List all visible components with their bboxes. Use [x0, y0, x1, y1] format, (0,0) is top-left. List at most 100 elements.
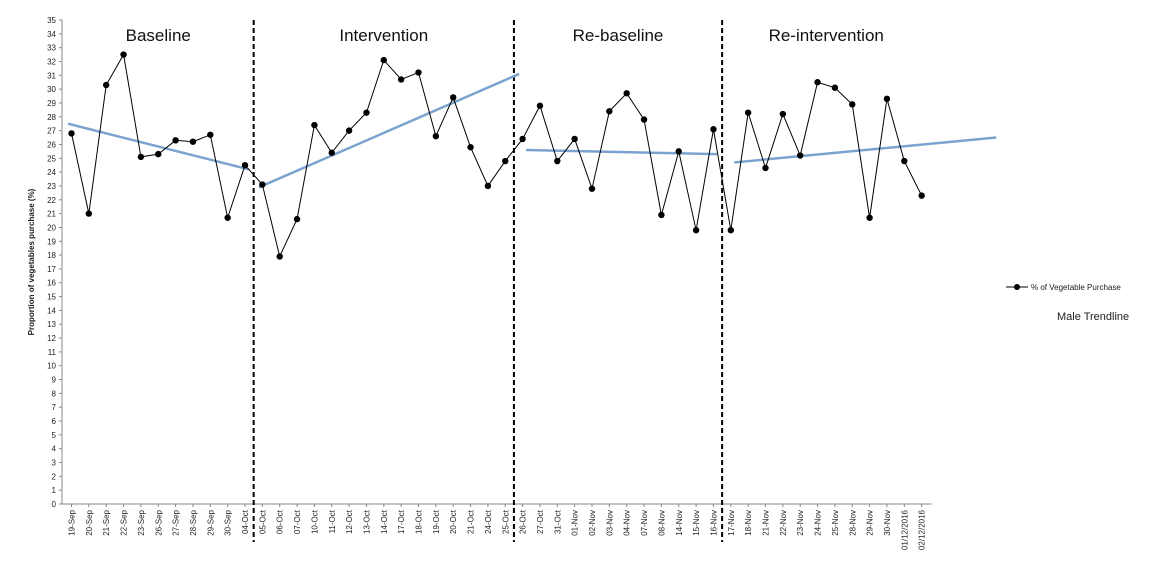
- y-tick-label: 34: [47, 30, 56, 39]
- data-point: [328, 149, 335, 156]
- data-point: [588, 185, 596, 192]
- data-point: [224, 214, 231, 221]
- x-tick-label: 20-Oct: [449, 509, 458, 534]
- data-point: [345, 127, 353, 134]
- data-point: [779, 110, 787, 118]
- y-tick-label: 22: [47, 196, 56, 205]
- data-point: [432, 132, 440, 140]
- data-point: [311, 121, 318, 129]
- y-tick-label: 18: [47, 251, 56, 260]
- data-point: [172, 137, 179, 144]
- data-point: [68, 130, 75, 137]
- x-tick-label: 14-Nov: [675, 510, 684, 536]
- y-tick-label: 35: [47, 16, 56, 25]
- x-tick-label: 21-Oct: [467, 509, 476, 534]
- y-tick-label: 10: [47, 362, 56, 371]
- x-tick-label: 14-Oct: [380, 509, 389, 534]
- data-point: [380, 56, 387, 64]
- data-point: [831, 84, 839, 91]
- data-point: [155, 150, 162, 158]
- x-tick-label: 17-Nov: [727, 510, 736, 536]
- legend-series-label: % of Vegetable Purchase: [1031, 282, 1121, 292]
- y-tick-label: 3: [52, 459, 57, 468]
- x-tick-label: 03-Nov: [605, 510, 614, 536]
- x-tick-label: 23-Nov: [796, 510, 805, 536]
- data-point: [606, 108, 613, 115]
- y-tick-label: 24: [47, 168, 56, 177]
- y-tick-label: 33: [47, 44, 56, 53]
- data-point: [918, 192, 925, 199]
- legend: % of Vegetable Purchase: [1006, 282, 1121, 292]
- data-point: [502, 157, 509, 165]
- x-tick-label: 12-Oct: [345, 509, 354, 534]
- x-tick-label: 26-Oct: [519, 509, 528, 534]
- y-tick-label: 16: [47, 279, 56, 288]
- x-tick-label: 04-Oct: [241, 509, 250, 534]
- data-point: [866, 214, 873, 221]
- data-point: [623, 90, 630, 97]
- x-tick-label: 06-Oct: [276, 509, 285, 534]
- y-tick-label: 13: [47, 320, 56, 329]
- x-tick-label: 30-Sep: [224, 509, 233, 535]
- y-tick-label: 12: [47, 334, 56, 343]
- x-tick-label: 10-Oct: [310, 509, 319, 534]
- data-point: [727, 226, 734, 234]
- x-tick-label: 28-Sep: [189, 509, 198, 535]
- x-tick-label: 08-Nov: [657, 510, 666, 536]
- y-tick-label: 21: [47, 210, 56, 219]
- trendline: [526, 148, 717, 156]
- x-tick-label: 27-Oct: [536, 509, 545, 534]
- data-point: [415, 69, 422, 76]
- x-tick-label: 02/12/2016: [918, 509, 927, 550]
- y-tick-label: 4: [52, 445, 57, 454]
- x-tick-label: 26-Sep: [154, 509, 163, 535]
- x-tick-label: 18-Nov: [744, 510, 753, 536]
- y-tick-label: 8: [52, 389, 57, 398]
- data-point: [640, 116, 648, 123]
- x-tick-label: 20-Sep: [85, 509, 94, 535]
- data-point: [849, 101, 856, 108]
- y-tick-label: 25: [47, 154, 56, 163]
- x-tick-label: 19-Sep: [68, 509, 77, 535]
- data-point: [467, 144, 474, 151]
- data-point: [571, 135, 578, 143]
- y-tick-label: 23: [47, 182, 56, 191]
- x-tick-label: 22-Sep: [120, 509, 129, 535]
- x-tick-label: 21-Sep: [102, 509, 111, 535]
- y-tick-label: 28: [47, 113, 56, 122]
- legend-line-marker-icon: [1006, 284, 1028, 290]
- x-tick-label: 23-Sep: [137, 509, 146, 535]
- phase-label: Re-intervention: [769, 26, 884, 45]
- data-point: [883, 95, 891, 103]
- y-tick-label: 29: [47, 99, 56, 108]
- y-tick-label: 30: [47, 85, 56, 94]
- x-tick-label: 31-Oct: [553, 509, 562, 534]
- x-tick-label: 19-Oct: [432, 509, 441, 534]
- x-tick-label: 02-Nov: [588, 510, 597, 536]
- data-point: [536, 102, 544, 109]
- y-tick-label: 14: [47, 306, 56, 315]
- y-tick-label: 15: [47, 293, 56, 302]
- x-tick-label: 01-Nov: [571, 510, 580, 536]
- x-tick-label: 29-Nov: [866, 510, 875, 536]
- x-tick-label: 27-Sep: [172, 509, 181, 535]
- data-point: [554, 157, 561, 165]
- data-point: [658, 211, 665, 219]
- y-tick-label: 1: [52, 486, 57, 495]
- phase-label: Baseline: [126, 26, 191, 45]
- data-point: [276, 253, 283, 260]
- series-line: [71, 53, 923, 258]
- y-tick-label: 32: [47, 57, 56, 66]
- data-point: [103, 81, 110, 89]
- x-tick-label: 07-Oct: [293, 509, 302, 534]
- y-tick-label: 11: [48, 348, 57, 357]
- x-tick-label: 22-Nov: [779, 510, 788, 536]
- x-tick-label: 30-Nov: [883, 510, 892, 536]
- x-tick-label: 29-Sep: [206, 509, 215, 535]
- y-tick-label: 7: [52, 403, 57, 412]
- y-tick-label: 27: [47, 127, 56, 136]
- data-point: [797, 152, 804, 159]
- y-tick-label: 31: [47, 71, 56, 80]
